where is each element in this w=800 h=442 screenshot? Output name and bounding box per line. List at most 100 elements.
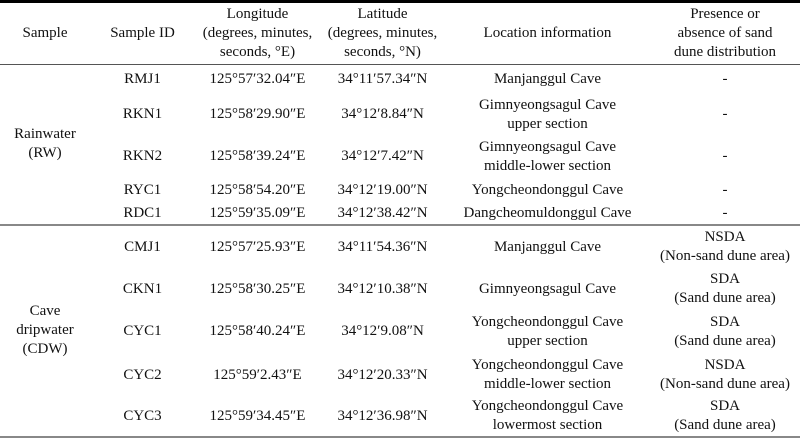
location-cell: Gimnyeongsagul Cave <box>445 269 650 310</box>
table-row: CYC2 125°59′2.43″E 34°12′20.33″N Yongcheond… <box>0 354 800 397</box>
cell-line: Yongcheondonggul Cave <box>471 313 624 330</box>
cell-line: dripwater <box>16 322 74 338</box>
sand-dune-cell: NSDA (Non-sand dune area) <box>650 225 800 269</box>
longitude-cell: 125°57′25.93″E <box>209 238 306 255</box>
table-row: RDC1 125°59′35.09″E 34°12′38.42″N Dangcheom… <box>0 202 800 226</box>
cell-line: lowermost section <box>492 417 603 433</box>
table-row: RKN1 125°58′29.90″E 34°12′8.84″N Gimnyeongs… <box>0 95 800 135</box>
cell-line: (Sand dune area) <box>674 417 776 433</box>
sand-dune-cell: SDA (Sand dune area) <box>650 310 800 354</box>
location-cell: Gimnyeongsagul Cave upper section <box>445 95 650 135</box>
table-row: CKN1 125°58′30.25″E 34°12′10.38″N Gimnyeong… <box>0 269 800 310</box>
cell-line: Manjanggul Cave <box>493 238 602 255</box>
sample-id-cell: CMJ1 <box>124 238 161 255</box>
cell-line: NSDA <box>704 229 746 245</box>
sample-id-cell: RYC1 <box>123 182 162 198</box>
latitude-cell: 34°12′19.00″N <box>337 182 428 198</box>
table-row: CYC3 125°59′34.45″E 34°12′36.98″N Yongcheon… <box>0 396 800 438</box>
header-line: seconds, °N) <box>344 44 421 60</box>
cell-line: upper section <box>507 115 588 132</box>
location-cell: Yongcheondonggul Cave <box>445 179 650 203</box>
header-line: dune distribution <box>673 44 777 60</box>
cell-line: SDA <box>709 313 740 330</box>
sample-id-cell: RKN1 <box>122 106 163 122</box>
sand-dune-cell: NSDA (Non-sand dune area) <box>650 354 800 397</box>
header-sand-dune: Presence or absence of sand dune distribut… <box>650 1 800 65</box>
cell-line: (Non-sand dune area) <box>660 248 790 264</box>
header-line: (degrees, minutes, <box>327 25 438 41</box>
location-cell: Manjanggul Cave <box>445 225 650 269</box>
longitude-cell: 125°59′34.45″E <box>195 396 320 438</box>
table-row: RYC1 125°58′54.20″E 34°12′19.00″N Yongcheon… <box>0 179 800 203</box>
header-sample: Sample <box>0 1 90 65</box>
cell-line: - <box>722 71 728 88</box>
cell-line: middle-lower section <box>483 376 612 392</box>
longitude-cell: 125°58′39.24″E <box>209 148 306 164</box>
sample-id-cell: CYC3 <box>90 396 195 438</box>
header-longitude: Longitude (degrees, minutes, seconds, °E) <box>195 1 320 65</box>
cell-line: Dangcheomuldonggul Cave <box>463 204 632 221</box>
sample-group-cell: Rainwater (RW) <box>0 64 90 226</box>
longitude-cell: 125°58′54.20″E <box>209 182 306 198</box>
header-sample-id: Sample ID <box>90 1 195 65</box>
longitude-cell: 125°58′29.90″E <box>209 106 306 122</box>
table-row: RKN2 125°58′39.24″E 34°12′7.42″N Gimnyeongs… <box>0 135 800 179</box>
longitude-cell: 125°58′40.24″E <box>209 323 306 339</box>
cell-line: (Sand dune area) <box>674 332 776 349</box>
longitude-cell: 125°57′32.04″E <box>209 71 306 88</box>
header-line: Location information <box>483 25 612 41</box>
cell-line: (RW) <box>28 145 62 162</box>
cell-line: Rainwater <box>14 126 76 143</box>
latitude-cell: 34°12′9.08″N <box>341 323 424 339</box>
header-line: absence of sand <box>677 25 773 41</box>
latitude-cell: 34°12′20.33″N <box>337 366 428 383</box>
header-line: seconds, °E) <box>219 44 296 60</box>
sample-id-cell: CYC2 <box>123 366 162 383</box>
location-cell: Yongcheondonggul Cave upper section <box>445 310 650 354</box>
header-line: Sample ID <box>110 25 175 41</box>
sample-group-cell: Cave dripwater (CDW) <box>0 224 90 438</box>
cell-line: Manjanggul Cave <box>493 71 602 88</box>
cell-line: - <box>722 106 728 122</box>
header-row: Sample Sample ID Longitude (degrees, minute… <box>0 1 800 65</box>
cell-line: (Sand dune area) <box>674 290 776 306</box>
cell-line: Gimnyeongsagul Cave <box>478 138 617 155</box>
location-cell: Yongcheondonggul Cave middle-lower sectio… <box>445 354 650 397</box>
sample-id-cell: CYC1 <box>123 323 162 339</box>
cell-line: Gimnyeongsagul Cave <box>478 280 617 297</box>
latitude-cell: 34°11′57.34″N <box>337 71 428 88</box>
cell-line: - <box>722 182 728 198</box>
sample-id-cell: RMJ1 <box>124 71 161 88</box>
cell-line: NSDA <box>704 357 746 373</box>
latitude-cell: 34°11′54.36″N <box>337 238 428 255</box>
header-location: Location information <box>445 1 650 65</box>
cell-line: middle-lower section <box>483 157 612 174</box>
cell-line: Yongcheondonggul Cave <box>471 182 624 198</box>
sand-dune-cell: - <box>650 202 800 226</box>
sample-id-cell: RKN2 <box>122 148 163 164</box>
sand-dune-cell: - <box>650 65 800 95</box>
cell-line: Gimnyeongsagul Cave <box>478 96 617 113</box>
table-row: CYC1 125°58′40.24″E 34°12′9.08″N Yongcheond… <box>0 310 800 354</box>
sand-dune-cell: - <box>650 179 800 203</box>
table-row: Rainwater (RW) RMJ1 125°57′32.04″E 34°11′57.… <box>0 64 800 226</box>
location-cell: Manjanggul Cave <box>445 65 650 95</box>
cell-line: - <box>722 148 728 164</box>
sample-id-cell: CKN1 <box>122 280 163 297</box>
latitude-cell: 34°12′36.98″N <box>320 396 445 438</box>
location-cell: Yongcheondonggul Cave lowermost section <box>445 396 650 438</box>
cell-line: Cave <box>29 303 61 319</box>
cell-line: SDA <box>709 271 740 287</box>
header-line: Longitude <box>226 6 289 22</box>
location-cell: Dangcheomuldonggul Cave <box>445 202 650 226</box>
sand-dune-cell: SDA (Sand dune area) <box>650 396 800 438</box>
latitude-cell: 34°12′38.42″N <box>320 202 445 226</box>
longitude-cell: 125°59′2.43″E <box>213 366 302 383</box>
cell-line: Yongcheondonggul Cave <box>471 357 624 373</box>
cell-line: upper section <box>507 332 588 349</box>
header-latitude: Latitude (degrees, minutes, seconds, °N) <box>320 1 445 65</box>
table-row: Cave dripwater (CDW) CMJ1 125°57′25.93″E 34°1… <box>0 224 800 438</box>
cell-line: SDA <box>709 398 740 414</box>
latitude-cell: 34°12′8.84″N <box>341 106 424 122</box>
